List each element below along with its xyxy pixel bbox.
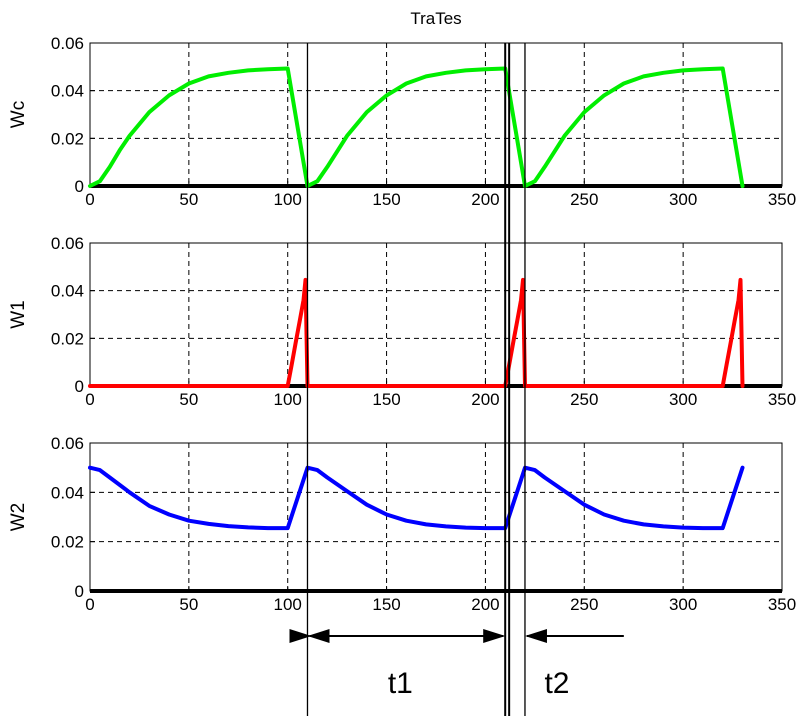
y-tick-label: 0.06 (51, 34, 84, 53)
y-tick-label: 0.04 (51, 483, 84, 502)
y-tick-label: 0.02 (51, 329, 84, 348)
y-tick-label: 0.02 (51, 129, 84, 148)
y-tick-label: 0 (75, 377, 84, 396)
y-tick-label: 0.06 (51, 234, 84, 253)
series-line (88, 465, 745, 531)
y-tick-label: 0.04 (51, 82, 84, 101)
y-axis-label: Wc (8, 101, 29, 128)
x-tick-label: 0 (85, 190, 94, 209)
subplots-group: 0 50 100 150 200 250 300 350 0 0.02 0.04 0.06 Wc 0 50 1… (8, 34, 796, 614)
x-tick-label: 350 (768, 595, 796, 614)
y-tick-label: 0.04 (51, 282, 84, 301)
x-tick-label: 100 (274, 595, 302, 614)
y-axis-label: W1 (8, 300, 29, 329)
x-tick-label: 100 (274, 190, 302, 209)
x-tick-label: 300 (669, 390, 697, 409)
t1-label: t1 (388, 667, 413, 700)
y-axis-label: W2 (8, 503, 29, 532)
y-tick-label: 0.06 (51, 434, 84, 453)
y-tick-label: 0 (75, 177, 84, 196)
y-tick-label: 0.02 (51, 533, 84, 552)
t2-label: t2 (544, 667, 569, 700)
subplot-2: 0 50 100 150 200 250 300 350 0 0.02 0.04 0.06 W1 (8, 234, 796, 409)
x-tick-label: 50 (179, 190, 198, 209)
x-tick-label: 50 (179, 595, 198, 614)
interval-overlay: t1 t2 (289, 43, 624, 716)
x-tick-label: 0 (85, 595, 94, 614)
x-tick-label: 200 (471, 190, 499, 209)
subplot-1: 0 50 100 150 200 250 300 350 0 0.02 0.04 0.06 Wc (8, 34, 796, 209)
series-line (88, 66, 745, 188)
x-tick-label: 150 (372, 390, 400, 409)
series-line (88, 277, 745, 388)
x-tick-label: 250 (570, 595, 598, 614)
x-tick-label: 150 (372, 190, 400, 209)
chart-title: TraTes (410, 9, 461, 28)
x-tick-label: 200 (471, 390, 499, 409)
x-tick-label: 150 (372, 595, 400, 614)
x-tick-label: 0 (85, 390, 94, 409)
subplot-3: 0 50 100 150 200 250 300 350 0 0.02 0.04 0.06 W2 (8, 434, 796, 614)
y-tick-label: 0 (75, 582, 84, 601)
x-tick-label: 50 (179, 390, 198, 409)
x-tick-label: 300 (669, 595, 697, 614)
x-tick-label: 350 (768, 390, 796, 409)
x-tick-label: 300 (669, 190, 697, 209)
x-tick-label: 100 (274, 390, 302, 409)
x-tick-label: 350 (768, 190, 796, 209)
x-tick-label: 200 (471, 595, 499, 614)
x-tick-label: 250 (570, 190, 598, 209)
x-tick-label: 250 (570, 390, 598, 409)
